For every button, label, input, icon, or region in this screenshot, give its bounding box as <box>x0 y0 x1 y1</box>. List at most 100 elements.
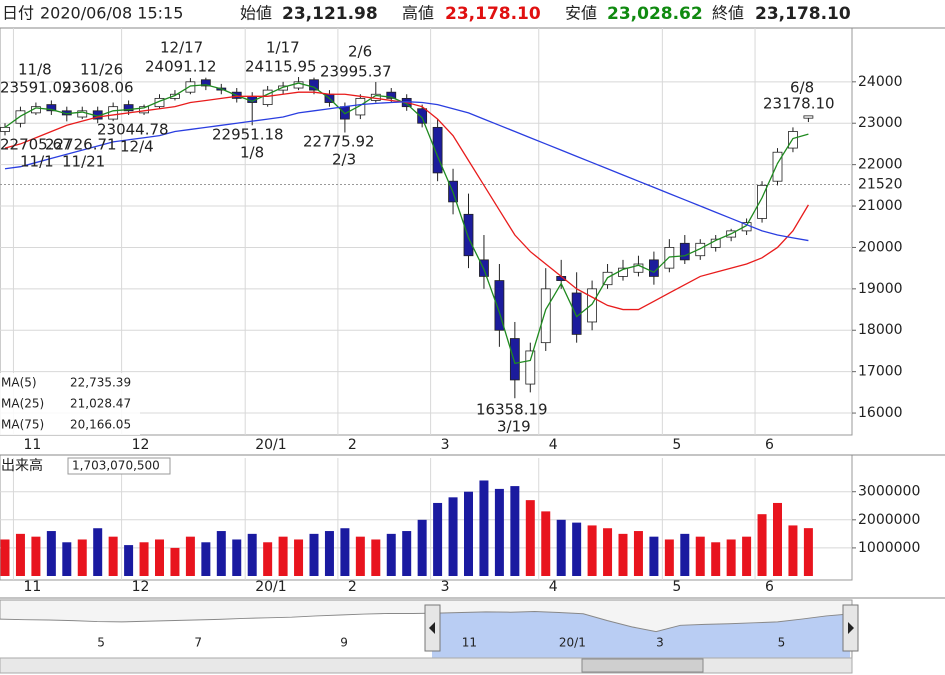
candle-body <box>309 79 319 91</box>
annotation-date: 12/4 <box>120 138 154 156</box>
volume-bar <box>77 539 87 576</box>
y-tick-label: 1000000 <box>858 540 920 556</box>
x-tick-label: 11 <box>23 579 41 595</box>
candle-body <box>649 259 659 277</box>
header-date: 2020/06/08 15:15 <box>40 4 183 23</box>
candle-body <box>46 104 57 112</box>
volume-bar <box>633 531 643 576</box>
volume-bar <box>247 533 257 576</box>
x-tick-label: 2 <box>348 579 357 595</box>
volume-bar <box>108 536 118 576</box>
x-tick-label: 20/1 <box>255 579 286 595</box>
volume-bar <box>556 519 566 576</box>
x-tick-label: 3 <box>441 579 450 595</box>
reference-label: 21520 <box>858 177 903 193</box>
y-tick-label: 24000 <box>858 74 903 90</box>
candle-body <box>757 184 767 219</box>
candle-body <box>0 126 10 132</box>
annotation-value: 23591.09 <box>0 79 72 97</box>
y-tick-label: 19000 <box>858 281 903 297</box>
annotation-date: 3/19 <box>497 418 531 436</box>
volume-bar <box>0 539 10 576</box>
volume-bar <box>711 542 721 576</box>
x-tick-label: 11 <box>23 437 41 453</box>
annotation-value: 23608.06 <box>62 79 134 97</box>
candle-body <box>463 213 474 257</box>
annotation-value: 23995.37 <box>320 63 392 81</box>
volume-bar <box>618 533 628 576</box>
y-tick-label: 3000000 <box>858 484 920 500</box>
volume-bar <box>510 486 520 576</box>
navigator-label: 5 <box>97 636 105 650</box>
volume-bar <box>124 545 134 576</box>
candle-body <box>108 106 119 120</box>
y-tick-label: 2000000 <box>858 512 920 528</box>
x-tick-label: 3 <box>441 437 450 453</box>
candle-body <box>200 79 211 87</box>
volume-bar <box>155 539 164 576</box>
price-panel <box>0 27 853 436</box>
candle-body <box>262 89 273 105</box>
volume-bar <box>803 528 813 576</box>
y-tick-label: 20000 <box>858 239 903 255</box>
x-tick-label: 4 <box>549 437 558 453</box>
scrollbar-track <box>0 657 853 674</box>
y-tick-label: 17000 <box>858 364 903 380</box>
volume-bar <box>93 528 103 576</box>
header-label: 始値 <box>240 4 272 23</box>
volume-bar <box>479 480 489 576</box>
volume-bar <box>294 539 304 576</box>
y-tick-label: 16000 <box>858 405 903 421</box>
volume-bar <box>541 511 551 576</box>
volume-bar <box>371 539 381 576</box>
candle-body <box>525 350 536 385</box>
volume-bar <box>788 525 798 576</box>
candle-body <box>386 91 397 99</box>
candle-body <box>803 115 814 119</box>
candle-body <box>679 242 690 261</box>
volume-bar <box>201 542 211 576</box>
volume-bar <box>494 488 504 576</box>
handle-arrow <box>429 622 435 634</box>
x-tick-label: 2 <box>348 437 357 453</box>
annotation-date: 2/6 <box>348 43 372 61</box>
legend-value: 21,028.47 <box>70 397 131 411</box>
header-label: 高値 <box>402 4 434 23</box>
annotation-date: 11/1 <box>20 153 54 171</box>
annotation-value: 22951.18 <box>212 126 284 144</box>
legend-value: 20,166.05 <box>70 418 131 432</box>
candle-body <box>185 81 196 93</box>
candle-body <box>540 288 551 344</box>
navigator-label: 20/1 <box>559 636 586 650</box>
annotation-date: 12/17 <box>160 39 203 57</box>
x-tick-label: 6 <box>765 579 774 595</box>
volume-bar <box>185 536 195 576</box>
volume-bar <box>15 533 25 576</box>
navigator-label: 9 <box>340 636 348 650</box>
header-label: 終値 <box>712 4 744 23</box>
volume-bar <box>433 502 443 576</box>
volume-bar <box>355 536 365 576</box>
volume-bar <box>170 547 180 576</box>
readout-box <box>67 457 171 475</box>
volume-bar <box>649 536 659 576</box>
volume-bar <box>587 525 597 576</box>
legend-value: 22,735.39 <box>70 376 131 390</box>
header: 日付 2020/06/08 15:15 始値 23,121.98 高値 23,1… <box>2 4 851 25</box>
annotation-date: 11/26 <box>80 61 123 79</box>
volume-bar <box>232 539 242 576</box>
annotation-value: 22705.67 <box>0 136 72 154</box>
x-tick-label: 5 <box>672 579 681 595</box>
volume-bar <box>572 522 582 576</box>
annotation-date: 11/8 <box>18 61 52 79</box>
volume-bar <box>340 528 350 576</box>
volume-bar <box>263 542 273 576</box>
header-open: 23,121.98 <box>282 4 378 24</box>
candle-body <box>355 97 366 116</box>
handle-arrow <box>848 622 854 634</box>
annotation-date: 6/8 <box>790 79 814 97</box>
scrollbar-thumb[interactable] <box>581 658 704 673</box>
volume-bar <box>324 531 334 576</box>
annotation-value: 22726.71 <box>45 136 117 154</box>
